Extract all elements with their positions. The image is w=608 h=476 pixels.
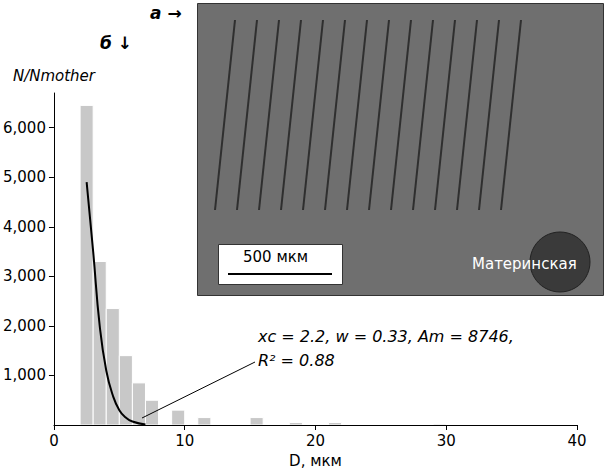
svg-text:D, мкм: D, мкм <box>289 452 342 470</box>
svg-text:10: 10 <box>175 432 194 450</box>
svg-text:xc = 2.2, w = 0.33, Am = 8746,: xc = 2.2, w = 0.33, Am = 8746, <box>257 327 514 346</box>
svg-text:Материнская: Материнская <box>472 255 577 273</box>
svg-text:R² = 0.88: R² = 0.88 <box>258 351 335 370</box>
svg-text:1,000: 1,000 <box>3 366 46 384</box>
svg-text:30: 30 <box>437 432 456 450</box>
svg-text:6,000: 6,000 <box>3 119 46 137</box>
svg-text:a →: a → <box>150 3 182 23</box>
svg-text:0: 0 <box>49 432 59 450</box>
svg-text:3,000: 3,000 <box>3 267 46 285</box>
svg-text:500 мкм: 500 мкм <box>243 248 308 266</box>
svg-text:б ↓: б ↓ <box>100 33 132 53</box>
svg-text:40: 40 <box>567 432 586 450</box>
svg-text:5,000: 5,000 <box>3 168 46 186</box>
svg-text:4,000: 4,000 <box>3 218 46 236</box>
svg-text:20: 20 <box>306 432 325 450</box>
svg-text:2,000: 2,000 <box>3 317 46 335</box>
svg-text:N/Nmother: N/Nmother <box>13 67 96 85</box>
